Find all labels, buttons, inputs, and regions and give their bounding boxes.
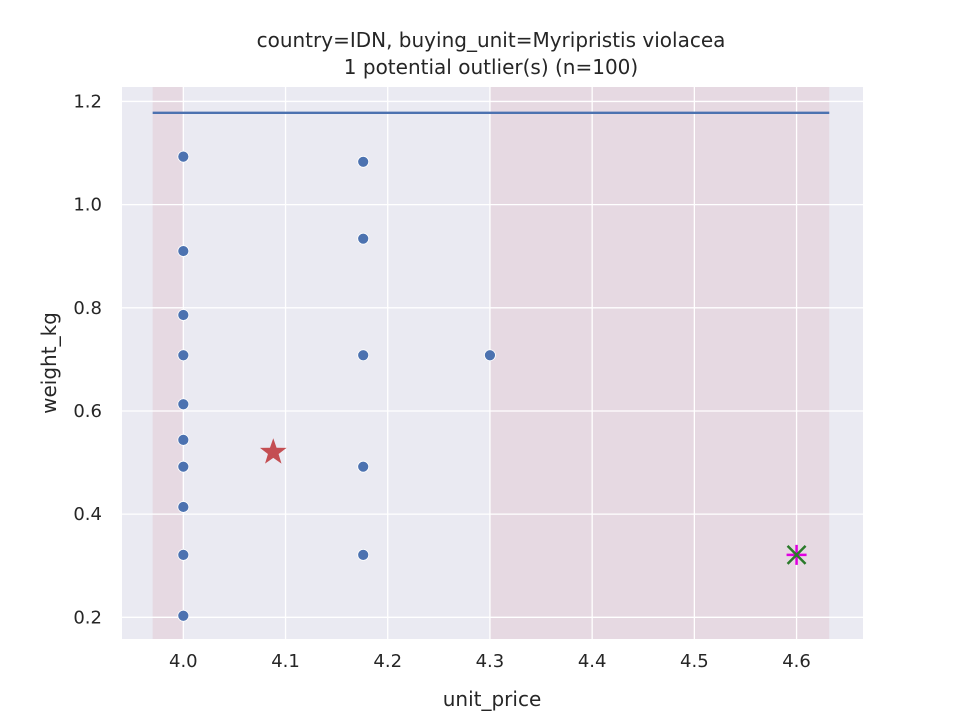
star-marker bbox=[259, 438, 287, 464]
data-point bbox=[357, 549, 370, 561]
shaded-region bbox=[489, 87, 830, 639]
data-point bbox=[484, 349, 496, 362]
data-point bbox=[177, 460, 190, 473]
y-tick-label: 1.0 bbox=[73, 195, 102, 216]
x-tick-label: 4.0 bbox=[169, 651, 198, 672]
data-point bbox=[177, 433, 190, 446]
plot-area bbox=[122, 87, 863, 639]
data-point bbox=[177, 609, 190, 622]
gridlines bbox=[122, 87, 863, 639]
special-markers bbox=[259, 438, 807, 565]
data-point bbox=[357, 349, 370, 362]
x-axis-ticks: 4.0 4.1 4.2 4.3 4.4 4.5 4.6 bbox=[169, 651, 811, 672]
data-point bbox=[177, 309, 190, 321]
data-point bbox=[177, 150, 190, 163]
data-point bbox=[357, 460, 370, 473]
y-tick-label: 0.6 bbox=[73, 401, 102, 422]
data-point bbox=[177, 549, 190, 561]
y-tick-label: 0.2 bbox=[73, 607, 102, 628]
x-tick-label: 4.6 bbox=[782, 651, 811, 672]
data-point bbox=[357, 232, 370, 245]
x-tick-label: 4.1 bbox=[271, 651, 300, 672]
data-point bbox=[177, 245, 190, 257]
chart-subtitle: 1 potential outlier(s) (n=100) bbox=[344, 55, 638, 79]
x-tick-label: 4.2 bbox=[373, 651, 402, 672]
data-point bbox=[177, 398, 190, 411]
x-tick-label: 4.4 bbox=[578, 651, 607, 672]
y-axis-label: weight_kg bbox=[37, 312, 61, 414]
y-tick-label: 0.8 bbox=[73, 298, 102, 319]
chart-title: country=IDN, buying_unit=Myripristis vio… bbox=[257, 28, 726, 52]
y-axis-ticks: 0.2 0.4 0.6 0.8 1.0 1.2 bbox=[73, 91, 102, 628]
data-points bbox=[177, 150, 496, 622]
outlier-x-marker bbox=[786, 545, 807, 565]
x-axis-label: unit_price bbox=[443, 687, 542, 711]
shaded-regions bbox=[152, 87, 830, 639]
data-point bbox=[177, 501, 190, 513]
x-tick-label: 4.5 bbox=[680, 651, 709, 672]
x-tick-label: 4.3 bbox=[476, 651, 505, 672]
data-point bbox=[177, 349, 190, 362]
y-tick-label: 0.4 bbox=[73, 504, 102, 525]
data-point bbox=[357, 155, 370, 168]
y-tick-label: 1.2 bbox=[73, 91, 102, 112]
shaded-region bbox=[152, 87, 184, 639]
